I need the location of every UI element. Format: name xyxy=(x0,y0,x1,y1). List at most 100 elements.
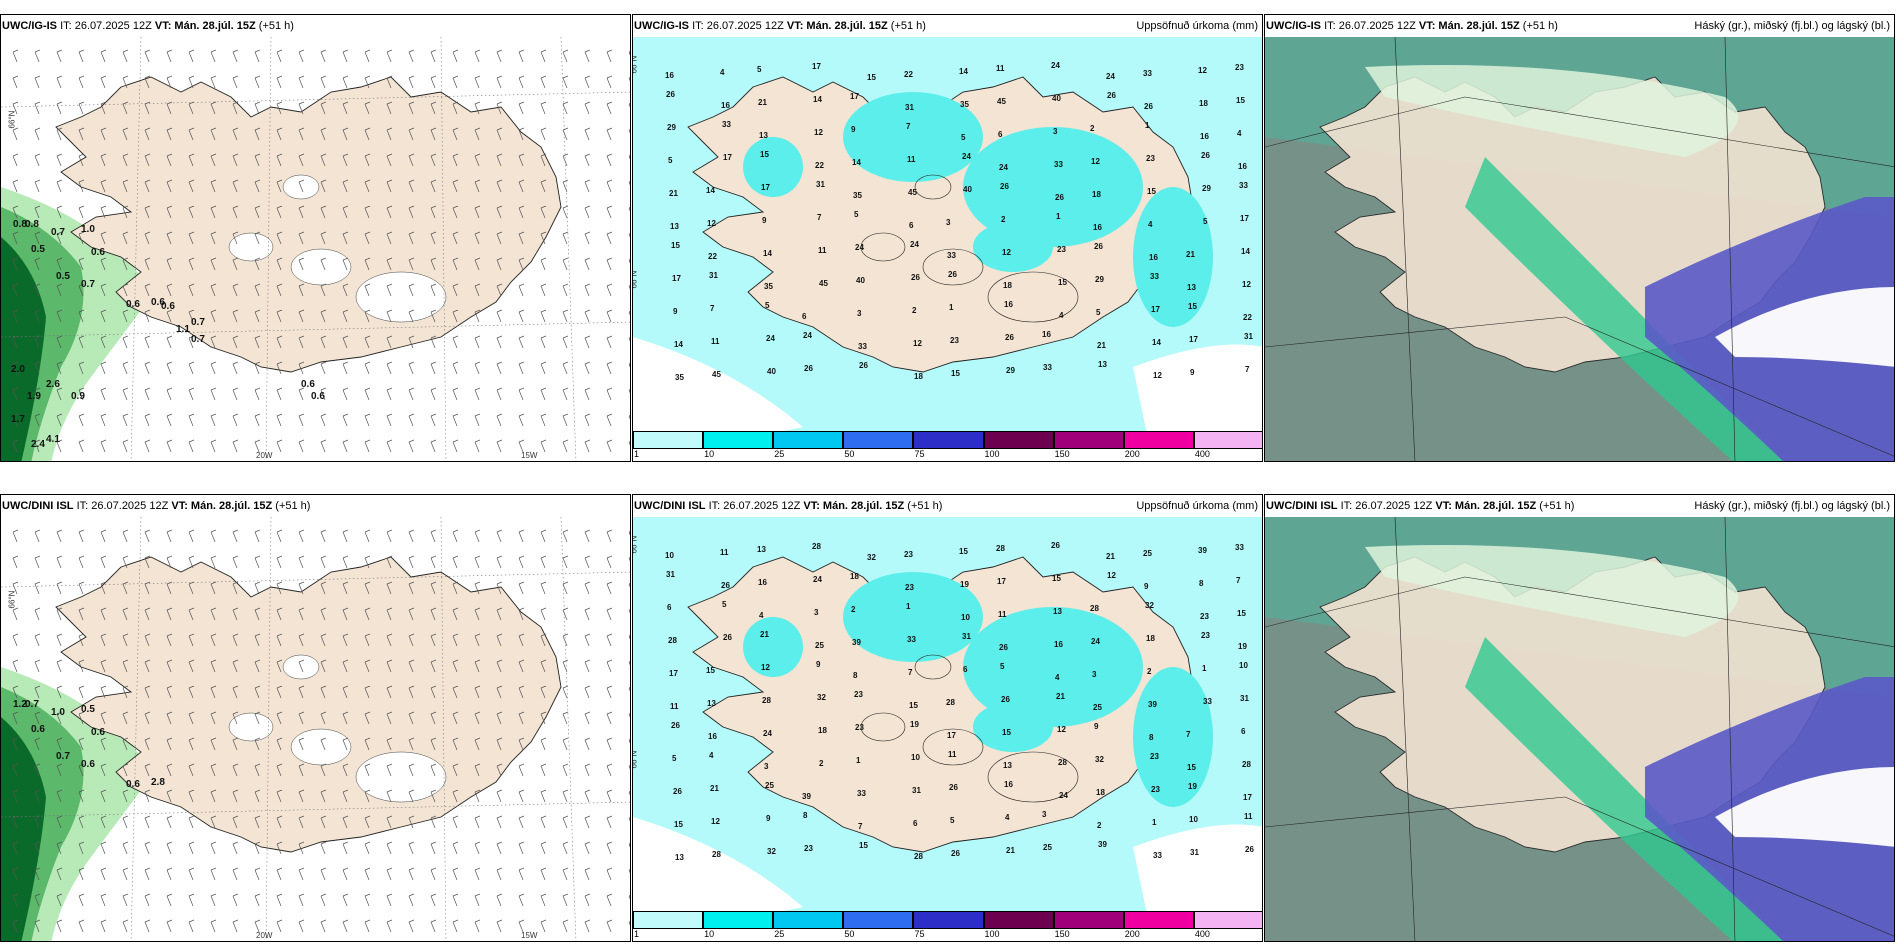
precip-value-label: 23 xyxy=(904,550,913,559)
precip-value-label: 17 xyxy=(672,274,681,283)
wind-barb xyxy=(188,635,194,647)
precip-value-label: 6 xyxy=(1241,727,1246,736)
wind-barb xyxy=(540,283,547,287)
wind-barb xyxy=(430,363,436,375)
wind-barb xyxy=(188,207,194,219)
wind-barb xyxy=(606,155,612,167)
wind-barb xyxy=(188,155,194,167)
precip-value-label: 26 xyxy=(948,270,957,279)
wind-barb xyxy=(452,661,458,673)
wind-barb xyxy=(144,49,151,53)
wind-barb xyxy=(606,415,612,427)
colorbar-swatch xyxy=(773,911,844,929)
wind-barb xyxy=(364,103,370,115)
wind-barb xyxy=(100,441,106,453)
glacier xyxy=(290,248,352,286)
wind-barb xyxy=(408,205,415,209)
wind-barb xyxy=(254,841,261,845)
precip-value-label: 16 xyxy=(1004,780,1013,789)
wind-barb xyxy=(584,233,590,245)
wind-barb xyxy=(78,155,84,167)
wind-barb xyxy=(364,389,370,401)
wind-barb xyxy=(100,75,107,79)
wind-barb xyxy=(386,661,392,673)
wind-barb xyxy=(606,389,612,401)
wind-barb xyxy=(518,363,524,375)
wind-barb xyxy=(144,893,151,897)
wind-barb xyxy=(166,661,172,673)
wind-barb xyxy=(518,441,524,453)
wind-barb xyxy=(518,75,525,79)
wind-barb xyxy=(320,789,327,793)
wind-barb xyxy=(584,309,591,313)
wind-barb xyxy=(56,583,62,595)
wind-barb xyxy=(474,739,480,751)
wind-barb xyxy=(232,103,238,115)
colorbar-swatch xyxy=(703,911,774,929)
wind-barb xyxy=(606,713,612,725)
wind-barb xyxy=(342,413,349,417)
wind-barb xyxy=(408,439,415,443)
wind-barb xyxy=(78,285,84,297)
precip-value-label: 2 xyxy=(851,605,856,614)
wind-barb xyxy=(562,789,569,793)
precip-value-label: 13 xyxy=(1187,283,1196,292)
wind-barb xyxy=(144,659,151,663)
wind-barb xyxy=(540,259,546,271)
wind-barb xyxy=(34,687,40,699)
wind-barb xyxy=(12,607,19,611)
wind-barb xyxy=(166,335,173,339)
wind-barb xyxy=(34,103,40,115)
wind-barb xyxy=(474,791,480,803)
wind-barb xyxy=(386,765,392,777)
wind-barb xyxy=(232,815,239,819)
precip-value-label: 10 xyxy=(665,551,674,560)
wind-barb xyxy=(606,153,613,157)
wind-barb xyxy=(606,363,612,375)
wind-barb xyxy=(452,259,458,271)
wind-barb xyxy=(562,685,569,689)
wind-barb xyxy=(144,635,150,647)
wind-barb xyxy=(518,581,525,585)
wind-barb xyxy=(78,789,85,793)
precip-value-label: 11 xyxy=(907,155,916,164)
wind-barb xyxy=(430,737,437,741)
wind-barb xyxy=(100,103,106,115)
wind-barb xyxy=(430,607,437,611)
wind-barb xyxy=(518,285,524,297)
wind-barb xyxy=(100,687,106,699)
wind-barb xyxy=(232,635,238,647)
wind-barb xyxy=(232,231,239,235)
wind-barb xyxy=(276,633,283,637)
wind-barb xyxy=(232,129,238,141)
precip-value-label: 23 xyxy=(804,844,813,853)
wind-barb xyxy=(232,75,239,79)
wind-barb xyxy=(408,555,415,559)
wind-barb xyxy=(342,893,349,897)
wind-barb xyxy=(320,713,326,725)
wind-barb xyxy=(34,439,41,443)
wind-barb xyxy=(56,895,62,907)
wind-barb xyxy=(386,583,392,595)
wind-barb xyxy=(628,895,630,897)
wind-barb xyxy=(122,337,128,349)
wind-barb xyxy=(232,737,239,741)
precip-amount-label: 0.7 xyxy=(191,334,205,345)
precip-value-label: 18 xyxy=(1096,788,1105,797)
wind-barb xyxy=(430,659,437,663)
wind-barb xyxy=(584,583,590,595)
wind-barb xyxy=(100,179,107,183)
wind-barb xyxy=(386,869,392,881)
wind-barb xyxy=(56,687,62,699)
wind-barb xyxy=(144,841,151,845)
wind-barb xyxy=(408,893,415,897)
wind-barb xyxy=(584,415,590,427)
map-canvas: 0.80.80.7 1.00.5 0.60.50.70.6 0.60.60.71.10… xyxy=(1,37,630,461)
wind-barb xyxy=(166,441,172,453)
wind-barb xyxy=(342,181,348,193)
wind-barb xyxy=(12,843,18,855)
precip-value-label: 12 xyxy=(711,817,720,826)
wind-barb xyxy=(144,205,151,209)
wind-barb xyxy=(364,817,370,829)
wind-barb xyxy=(188,607,195,611)
